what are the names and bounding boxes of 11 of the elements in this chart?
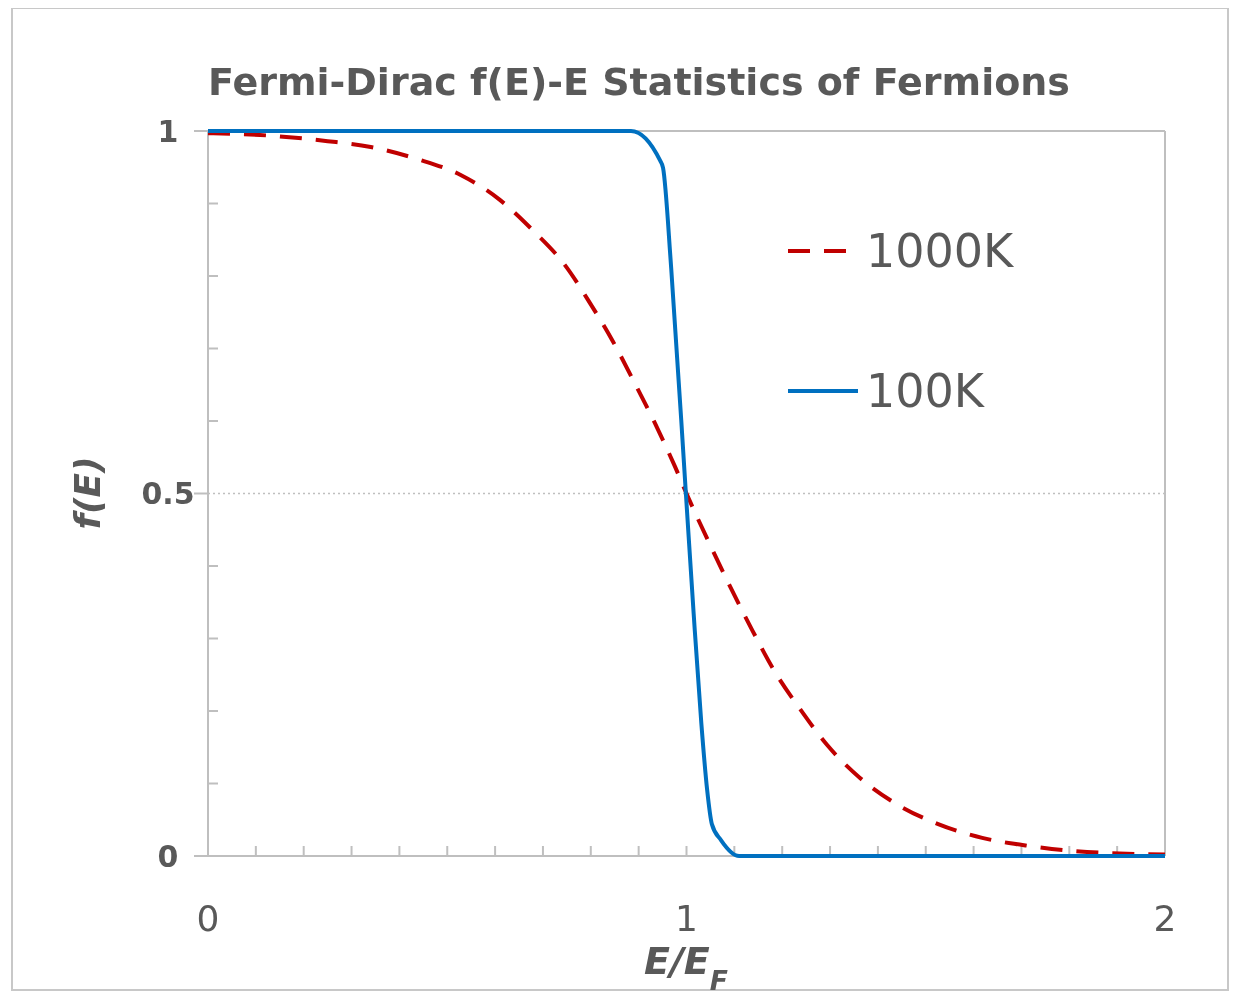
- x-axis-title: E/E$_{F}$: [644, 939, 728, 996]
- legend-label: 100K: [866, 364, 986, 419]
- y-tick-label: 0: [157, 838, 179, 874]
- y-tick-label: 0.5: [141, 476, 195, 511]
- legend-label: 1000K: [866, 224, 1016, 279]
- x-tick-label: 1: [675, 898, 698, 939]
- y-tick-label: 1: [157, 113, 179, 149]
- x-tick-label: 0: [196, 898, 220, 939]
- chart-title: Fermi-Dirac f(E)-E Statistics of Fermions: [208, 60, 1070, 104]
- x-tick-label: 2: [1153, 898, 1177, 939]
- y-axis-title: f(E): [67, 456, 108, 530]
